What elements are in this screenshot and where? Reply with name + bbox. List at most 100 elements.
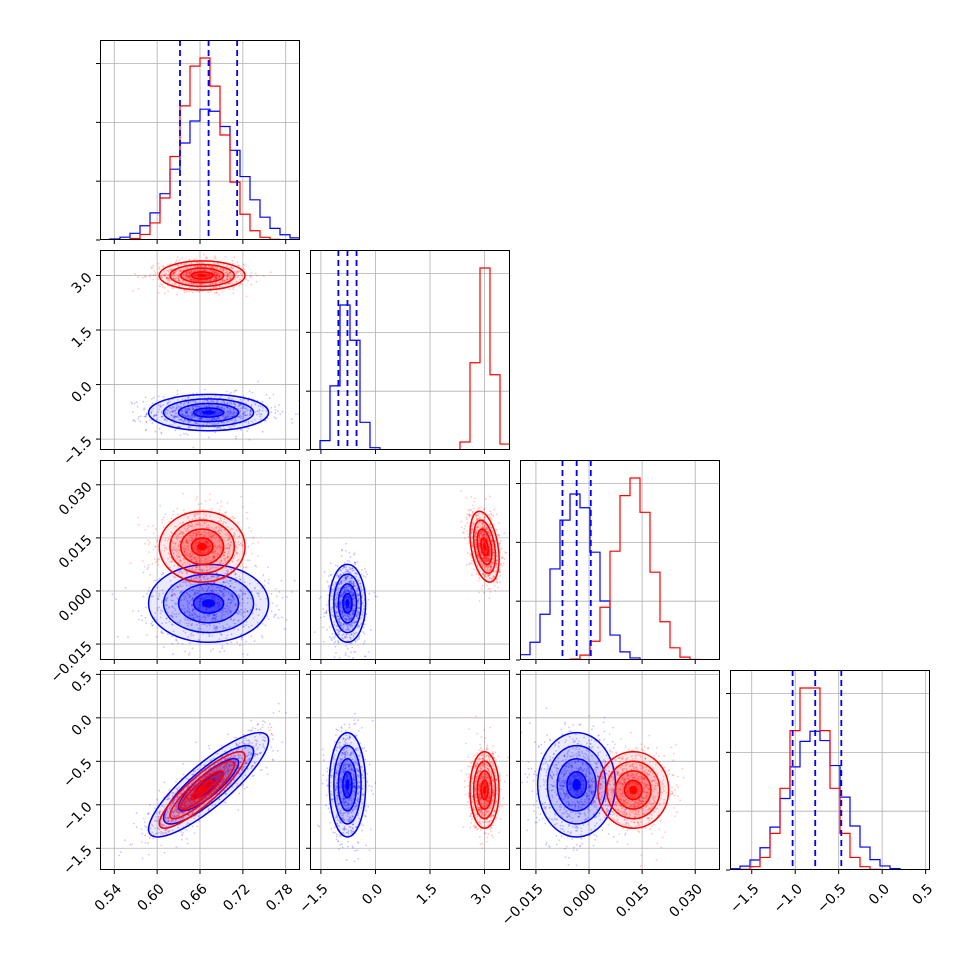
scatter-point <box>250 624 253 627</box>
scatter-point <box>231 595 234 598</box>
scatter-point <box>242 592 244 595</box>
scatter-point <box>360 573 363 575</box>
scatter-point <box>196 533 198 536</box>
scatter-point <box>220 411 223 414</box>
scatter-point <box>229 528 232 531</box>
scatter-point <box>224 558 227 560</box>
scatter-point <box>243 421 246 424</box>
scatter-point <box>247 422 250 425</box>
scatter-point <box>127 636 129 639</box>
scatter-point <box>187 635 190 638</box>
scatter-point <box>193 275 195 277</box>
scatter-point <box>182 548 185 551</box>
scatter-point <box>187 282 190 285</box>
scatter-point <box>239 565 242 568</box>
scatter-point <box>232 534 235 537</box>
scatter-point <box>214 566 217 569</box>
scatter-point <box>154 414 157 417</box>
scatter-point <box>187 654 190 656</box>
scatter-point <box>267 566 269 568</box>
scatter-point <box>285 618 288 621</box>
scatter-point <box>212 272 215 274</box>
scatter-point <box>212 265 215 268</box>
contours-blue <box>147 393 270 432</box>
scatter-point <box>197 607 200 610</box>
scatter-point <box>221 589 223 592</box>
scatter-point <box>247 400 250 402</box>
scatter-point <box>167 399 170 402</box>
scatter-point <box>176 293 179 296</box>
scatter-point <box>216 273 219 276</box>
scatter-point <box>218 276 221 279</box>
scatter-point <box>192 617 194 620</box>
scatter-point <box>205 540 207 543</box>
scatter-point <box>229 277 232 280</box>
scatter-point <box>193 557 196 559</box>
scatter-point <box>341 549 344 552</box>
scatter-point <box>278 608 280 611</box>
scatter-point <box>224 561 227 564</box>
scatter-point <box>187 415 190 418</box>
scatter-point <box>226 271 229 273</box>
scatter-point <box>210 584 213 587</box>
scatter-point <box>203 280 206 282</box>
scatter-point <box>232 586 235 589</box>
scatter-point <box>187 401 190 404</box>
scatter-point <box>220 617 223 620</box>
scatter-point <box>223 269 225 272</box>
scatter-point <box>198 533 201 536</box>
scatter-point <box>174 415 177 418</box>
scatter-point <box>222 578 225 580</box>
scatter-point <box>163 419 166 422</box>
scatter-point <box>202 517 205 519</box>
scatter-point <box>245 278 248 280</box>
scatter-point <box>219 651 221 653</box>
scatter-point <box>198 521 201 524</box>
scatter-point <box>229 266 232 269</box>
scatter-point <box>262 275 265 277</box>
scatter-point <box>216 414 219 416</box>
scatter-point <box>229 271 232 274</box>
scatter-point <box>189 265 192 268</box>
scatter-point <box>216 540 219 543</box>
scatter-point <box>226 539 229 542</box>
scatter-point <box>219 427 222 429</box>
scatter-point <box>227 599 230 601</box>
scatter-point <box>211 526 213 529</box>
scatter-point <box>204 541 207 543</box>
scatter-point <box>270 610 273 613</box>
scatter-point <box>236 412 238 415</box>
scatter-point <box>221 414 224 417</box>
scatter-point <box>198 557 200 559</box>
scatter-point <box>460 526 463 529</box>
scatter-point <box>198 262 201 265</box>
scatter-point <box>175 412 178 415</box>
scatter-point <box>136 405 139 408</box>
scatter-point <box>216 626 219 629</box>
scatter-point <box>188 274 191 277</box>
scatter-point <box>214 626 217 629</box>
scatter-point <box>199 418 202 420</box>
scatter-point <box>188 407 190 410</box>
scatter-point <box>179 270 181 273</box>
scatter-point <box>202 280 205 283</box>
scatter-point <box>208 607 211 610</box>
scatter-point <box>231 412 234 414</box>
scatter-point <box>185 412 188 414</box>
scatter-point <box>254 272 257 275</box>
scatter-point <box>215 276 217 279</box>
scatter-point <box>207 396 210 398</box>
scatter-point <box>267 582 270 584</box>
scatter-point <box>190 290 193 292</box>
scatter-point <box>480 506 483 509</box>
scatter-point <box>196 521 199 523</box>
scatter-point <box>266 615 269 618</box>
scatter-point <box>331 639 333 642</box>
scatter-point <box>227 526 230 529</box>
scatter-point <box>199 280 202 283</box>
scatter-point <box>216 272 218 275</box>
scatter-point <box>183 592 186 595</box>
scatter-point <box>233 598 236 601</box>
y-tick-label: 0.0 <box>69 379 96 406</box>
scatter-point <box>173 545 176 548</box>
